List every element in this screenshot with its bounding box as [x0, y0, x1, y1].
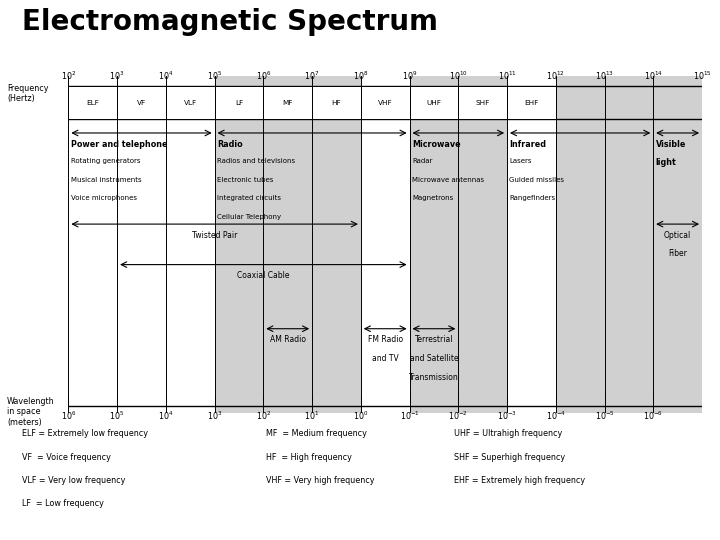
Text: Musical instruments: Musical instruments: [71, 177, 141, 183]
Text: $10^{4}$: $10^{4}$: [158, 70, 174, 82]
Text: $10^{-1}$: $10^{-1}$: [400, 410, 420, 422]
Text: ELF: ELF: [86, 99, 99, 106]
Text: $10^{6}$: $10^{6}$: [60, 410, 76, 422]
Text: Coaxial Cable: Coaxial Cable: [237, 271, 289, 280]
Text: $10^{10}$: $10^{10}$: [449, 70, 468, 82]
Text: Optical: Optical: [664, 231, 691, 240]
Text: HF  = High frequency: HF = High frequency: [266, 453, 352, 462]
Text: light: light: [656, 158, 677, 167]
Text: VLF: VLF: [184, 99, 197, 106]
Bar: [312, 86, 361, 119]
Text: Transmission: Transmission: [409, 373, 459, 382]
Text: Fiber: Fiber: [668, 249, 687, 259]
Bar: [166, 86, 215, 119]
Text: Electromagnetic Spectrum: Electromagnetic Spectrum: [22, 8, 438, 36]
Text: Terrestrial: Terrestrial: [415, 335, 453, 345]
Text: $10^{2}$: $10^{2}$: [256, 410, 271, 422]
Bar: [459, 86, 507, 119]
Text: EHF = Extremely high frequency: EHF = Extremely high frequency: [454, 476, 585, 485]
Text: VF: VF: [137, 99, 146, 106]
Text: Electronic tubes: Electronic tubes: [217, 177, 274, 183]
Text: $10^{-4}$: $10^{-4}$: [546, 410, 566, 422]
Text: $10^{5}$: $10^{5}$: [109, 410, 125, 422]
Text: AM Radio: AM Radio: [270, 335, 306, 345]
Text: Radio: Radio: [217, 140, 243, 149]
Text: Twisted Pair: Twisted Pair: [192, 231, 238, 240]
Text: Radar: Radar: [412, 158, 433, 164]
Text: $10^{0}$: $10^{0}$: [353, 410, 369, 422]
Text: MF: MF: [282, 99, 293, 106]
Text: Frequency
(Hertz): Frequency (Hertz): [7, 84, 49, 103]
Text: $10^{12}$: $10^{12}$: [546, 70, 565, 82]
Text: VHF: VHF: [378, 99, 392, 106]
Text: $10^{-5}$: $10^{-5}$: [595, 410, 614, 422]
Text: $10^{7}$: $10^{7}$: [305, 70, 320, 82]
Text: $10^{1}$: $10^{1}$: [305, 410, 320, 422]
Text: $10^{2}$: $10^{2}$: [60, 70, 76, 82]
Text: $10^{15}$: $10^{15}$: [693, 70, 711, 82]
Text: Lasers: Lasers: [510, 158, 532, 164]
Bar: [507, 86, 556, 119]
Text: Radios and televisions: Radios and televisions: [217, 158, 295, 164]
Text: VF  = Voice frequency: VF = Voice frequency: [22, 453, 110, 462]
Text: ELF = Extremely low frequency: ELF = Extremely low frequency: [22, 429, 148, 438]
Text: $10^{5}$: $10^{5}$: [207, 70, 222, 82]
Text: and TV: and TV: [372, 354, 399, 363]
Text: $10^{6}$: $10^{6}$: [256, 70, 271, 82]
Text: HF: HF: [332, 99, 341, 106]
Text: EHF: EHF: [524, 99, 539, 106]
Text: Cellular Telephony: Cellular Telephony: [217, 214, 282, 220]
Text: Rangefinders: Rangefinders: [510, 195, 556, 201]
Text: $10^{13}$: $10^{13}$: [595, 70, 614, 82]
Bar: [361, 86, 410, 119]
Text: $10^{14}$: $10^{14}$: [644, 70, 663, 82]
Text: $10^{-3}$: $10^{-3}$: [497, 410, 517, 422]
Text: Guided missiles: Guided missiles: [510, 177, 564, 183]
Text: Power and telephone: Power and telephone: [71, 140, 167, 149]
Bar: [556, 76, 702, 413]
Text: $10^{8}$: $10^{8}$: [353, 70, 369, 82]
Text: LF: LF: [235, 99, 243, 106]
Text: SHF = Superhigh frequency: SHF = Superhigh frequency: [454, 453, 564, 462]
Bar: [410, 86, 459, 119]
Text: UHF = Ultrahigh frequency: UHF = Ultrahigh frequency: [454, 429, 562, 438]
Text: Microwave antennas: Microwave antennas: [412, 177, 484, 183]
Text: Microwave: Microwave: [412, 140, 461, 149]
Text: FM Radio: FM Radio: [368, 335, 402, 345]
Text: VLF = Very low frequency: VLF = Very low frequency: [22, 476, 125, 485]
Text: Wavelength
in space
(meters): Wavelength in space (meters): [7, 397, 55, 427]
Text: UHF: UHF: [426, 99, 441, 106]
Bar: [68, 86, 117, 119]
Text: $10^{9}$: $10^{9}$: [402, 70, 418, 82]
Text: $10^{4}$: $10^{4}$: [158, 410, 174, 422]
Text: Visible: Visible: [656, 140, 686, 149]
Text: Voice microphones: Voice microphones: [71, 195, 137, 201]
Text: VHF = Very high frequency: VHF = Very high frequency: [266, 476, 375, 485]
Text: Infrared: Infrared: [510, 140, 546, 149]
Bar: [117, 86, 166, 119]
Text: $10^{3}$: $10^{3}$: [207, 410, 222, 422]
Text: and Satellite: and Satellite: [410, 354, 458, 363]
Bar: [264, 86, 312, 119]
Text: $10^{-6}$: $10^{-6}$: [643, 410, 663, 422]
Text: Integrated circuits: Integrated circuits: [217, 195, 281, 201]
Text: $10^{3}$: $10^{3}$: [109, 70, 125, 82]
Text: Rotating generators: Rotating generators: [71, 158, 140, 164]
Bar: [410, 76, 507, 413]
Text: LF  = Low frequency: LF = Low frequency: [22, 499, 104, 508]
Text: MF  = Medium frequency: MF = Medium frequency: [266, 429, 367, 438]
Bar: [215, 86, 264, 119]
Text: Magnetrons: Magnetrons: [412, 195, 454, 201]
Bar: [215, 76, 361, 413]
Text: $10^{11}$: $10^{11}$: [498, 70, 516, 82]
Text: $10^{-2}$: $10^{-2}$: [449, 410, 468, 422]
Text: SHF: SHF: [475, 99, 490, 106]
